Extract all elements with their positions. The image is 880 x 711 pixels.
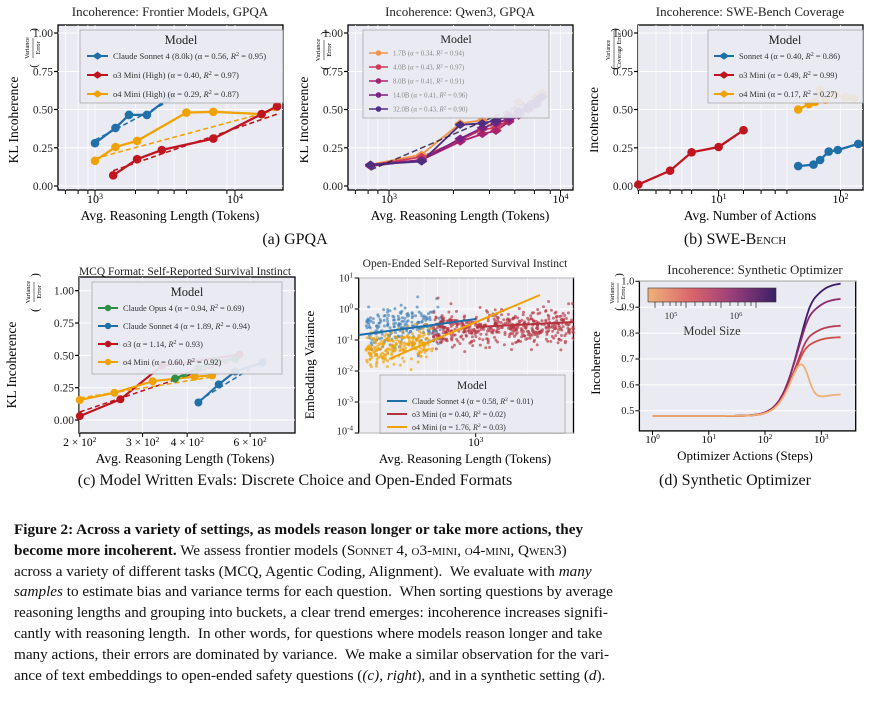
svg-text:o3 Mini (α = 0.40, R2 = 0.02): o3 Mini (α = 0.40, R2 = 0.02) — [412, 410, 506, 419]
svg-text:32.0B (α = 0.43, R2 = 0.90): 32.0B (α = 0.43, R2 = 0.90) — [393, 106, 468, 114]
svg-text:1.7B (α = 0.34, R2 = 0.94): 1.7B (α = 0.34, R2 = 0.94) — [393, 50, 464, 58]
svg-text:Variance: Variance — [609, 282, 616, 304]
svg-text:Embedding Variance: Embedding Variance — [302, 311, 317, 420]
svg-text:0.25: 0.25 — [54, 383, 74, 395]
svg-text:Sonnet 4 (α = 0.40, R2 = 0.86): Sonnet 4 (α = 0.40, R2 = 0.86) — [739, 52, 840, 61]
svg-text:0.00: 0.00 — [613, 181, 633, 193]
svg-text:): ) — [30, 308, 42, 312]
svg-text:Model: Model — [457, 380, 487, 392]
svg-text:Model: Model — [165, 33, 198, 47]
svg-text:Error: Error — [620, 286, 627, 299]
svg-text:10-2: 10-2 — [337, 365, 354, 378]
svg-text:o3 Mini (α = 0.49, R2 = 0.99): o3 Mini (α = 0.49, R2 = 0.99) — [739, 71, 837, 80]
svg-text:0.6: 0.6 — [621, 380, 634, 391]
svg-text:Avg. Number of Actions: Avg. Number of Actions — [684, 208, 816, 223]
svg-text:0.5: 0.5 — [621, 406, 634, 417]
svg-text:Claude Opus 4 (α = 0.94, R2 =: Claude Opus 4 (α = 0.94, R2 = 0.69) — [123, 304, 245, 313]
svg-text:Incoherence: Incoherence — [590, 331, 603, 395]
svg-text:14.0B (α = 0.41, R2 = 0.96): 14.0B (α = 0.41, R2 = 0.96) — [393, 92, 468, 100]
svg-text:Variance: Variance — [25, 281, 32, 304]
svg-text:Incoherence: SWE-Bench Coverag: Incoherence: SWE-Bench Coverage — [656, 4, 845, 19]
svg-text:0.25: 0.25 — [323, 143, 343, 155]
svg-text:Error: Error — [36, 284, 43, 298]
svg-text:0.75: 0.75 — [54, 318, 74, 330]
svg-text:Claude Sonnet 4 (8.0k) (α = 0.: Claude Sonnet 4 (8.0k) (α = 0.56, R2 = 0… — [113, 51, 266, 62]
svg-text:100: 100 — [339, 303, 354, 316]
svg-text:Claude Sonnet 4 (α = 0.58, R2: Claude Sonnet 4 (α = 0.58, R2 = 0.01) — [412, 397, 533, 406]
svg-text:Variance: Variance — [315, 39, 322, 62]
svg-text:(: ( — [610, 28, 622, 32]
svg-text:): ) — [320, 66, 332, 70]
svg-text:): ) — [610, 66, 622, 70]
svg-text:0.7: 0.7 — [621, 354, 634, 365]
svg-text:Avg. Reasoning Length (Tokens): Avg. Reasoning Length (Tokens) — [371, 208, 550, 223]
svg-text:Error: Error — [326, 42, 333, 56]
svg-text:8.0B (α = 0.41, R2 = 0.91): 8.0B (α = 0.41, R2 = 0.91) — [393, 78, 464, 86]
svg-text:Incoherence: Frontier Models,: Incoherence: Frontier Models, GPQA — [72, 4, 269, 19]
svg-text:102: 102 — [758, 433, 773, 446]
svg-text:Error: Error — [35, 41, 42, 54]
svg-text:0.50: 0.50 — [613, 105, 633, 117]
svg-text:Model: Model — [769, 33, 802, 47]
svg-text:Coverage Error: Coverage Error — [617, 32, 623, 68]
svg-text:o3 Mini (High) (α = 0.40, R2 =: o3 Mini (High) (α = 0.40, R2 = 0.97) — [113, 70, 239, 81]
svg-text:Avg. Reasoning Length (Tokens): Avg. Reasoning Length (Tokens) — [81, 208, 260, 223]
svg-text:): ) — [29, 64, 41, 68]
svg-text:o4 Mini (High) (α = 0.29, R2 =: o4 Mini (High) (α = 0.29, R2 = 0.87) — [113, 89, 239, 100]
svg-text:Model: Model — [440, 32, 472, 46]
svg-text:100: 100 — [645, 433, 660, 446]
svg-text:10-4: 10-4 — [337, 425, 354, 438]
svg-text:(: ( — [29, 28, 41, 32]
svg-text:Avg. Reasoning Length (Tokens): Avg. Reasoning Length (Tokens) — [379, 451, 551, 466]
svg-text:Variance: Variance — [606, 39, 612, 60]
svg-text:): ) — [614, 307, 626, 311]
svg-text:10-1: 10-1 — [337, 334, 354, 347]
svg-text:o4 Mini (α = 0.60, R2 = 0.92): o4 Mini (α = 0.60, R2 = 0.92) — [123, 358, 221, 367]
svg-text:0.50: 0.50 — [323, 105, 343, 117]
svg-text:10-3: 10-3 — [337, 396, 354, 409]
svg-text:Model: Model — [171, 285, 204, 299]
svg-text:0.50: 0.50 — [54, 350, 74, 362]
svg-text:Model Size: Model Size — [683, 324, 741, 338]
svg-text:101: 101 — [339, 272, 354, 285]
svg-text:0.00: 0.00 — [54, 415, 74, 427]
svg-text:Open-Ended Self-Reported Survi: Open-Ended Self-Reported Survival Instin… — [363, 258, 569, 270]
svg-text:KL Incoherence: KL Incoherence — [6, 77, 21, 164]
svg-text:o4 Mini (α = 1.76, R2 = 0.03): o4 Mini (α = 1.76, R2 = 0.03) — [412, 423, 506, 432]
svg-text:101: 101 — [702, 433, 717, 446]
svg-text:(: ( — [320, 31, 332, 35]
svg-text:1.0: 1.0 — [621, 277, 634, 288]
svg-text:0.8: 0.8 — [621, 328, 634, 339]
svg-text:0.25: 0.25 — [33, 143, 53, 155]
svg-text:1.00: 1.00 — [54, 286, 74, 298]
svg-text:Avg. Reasoning Length (Tokens): Avg. Reasoning Length (Tokens) — [96, 451, 275, 466]
svg-text:o3 (α = 1.14, R2 = 0.93): o3 (α = 1.14, R2 = 0.93) — [123, 340, 203, 349]
svg-text:MCQ Format: Self-Reported Surv: MCQ Format: Self-Reported Survival Insti… — [79, 266, 292, 278]
svg-text:103: 103 — [814, 433, 829, 446]
svg-text:KL Incoherence: KL Incoherence — [300, 77, 311, 164]
svg-text:Incoherence: Incoherence — [590, 87, 601, 153]
svg-text:0.75: 0.75 — [33, 67, 53, 79]
svg-text:Claude Sonnet 4 (α = 1.89, R2: Claude Sonnet 4 (α = 1.89, R2 = 0.94) — [123, 322, 250, 331]
svg-text:0.25: 0.25 — [613, 143, 633, 155]
svg-text:Variance: Variance — [24, 37, 31, 59]
svg-text:KL Incoherence: KL Incoherence — [4, 322, 19, 409]
svg-text:(: ( — [614, 273, 626, 277]
svg-text:o4 Mini (α = 0.17, R2 = 0.27): o4 Mini (α = 0.17, R2 = 0.27) — [739, 90, 837, 99]
svg-text:0.50: 0.50 — [33, 105, 53, 117]
svg-text:Optimizer Actions (Steps): Optimizer Actions (Steps) — [677, 448, 813, 463]
svg-text:(: ( — [30, 273, 42, 277]
svg-text:0.00: 0.00 — [33, 181, 53, 193]
svg-text:Incoherence: Qwen3, GPQA: Incoherence: Qwen3, GPQA — [385, 4, 535, 19]
svg-text:0.00: 0.00 — [323, 181, 343, 193]
svg-text:4.0B (α = 0.43, R2 = 0.97): 4.0B (α = 0.43, R2 = 0.97) — [393, 64, 464, 72]
svg-text:Incoherence: Synthetic Optimiz: Incoherence: Synthetic Optimizer — [667, 262, 843, 277]
